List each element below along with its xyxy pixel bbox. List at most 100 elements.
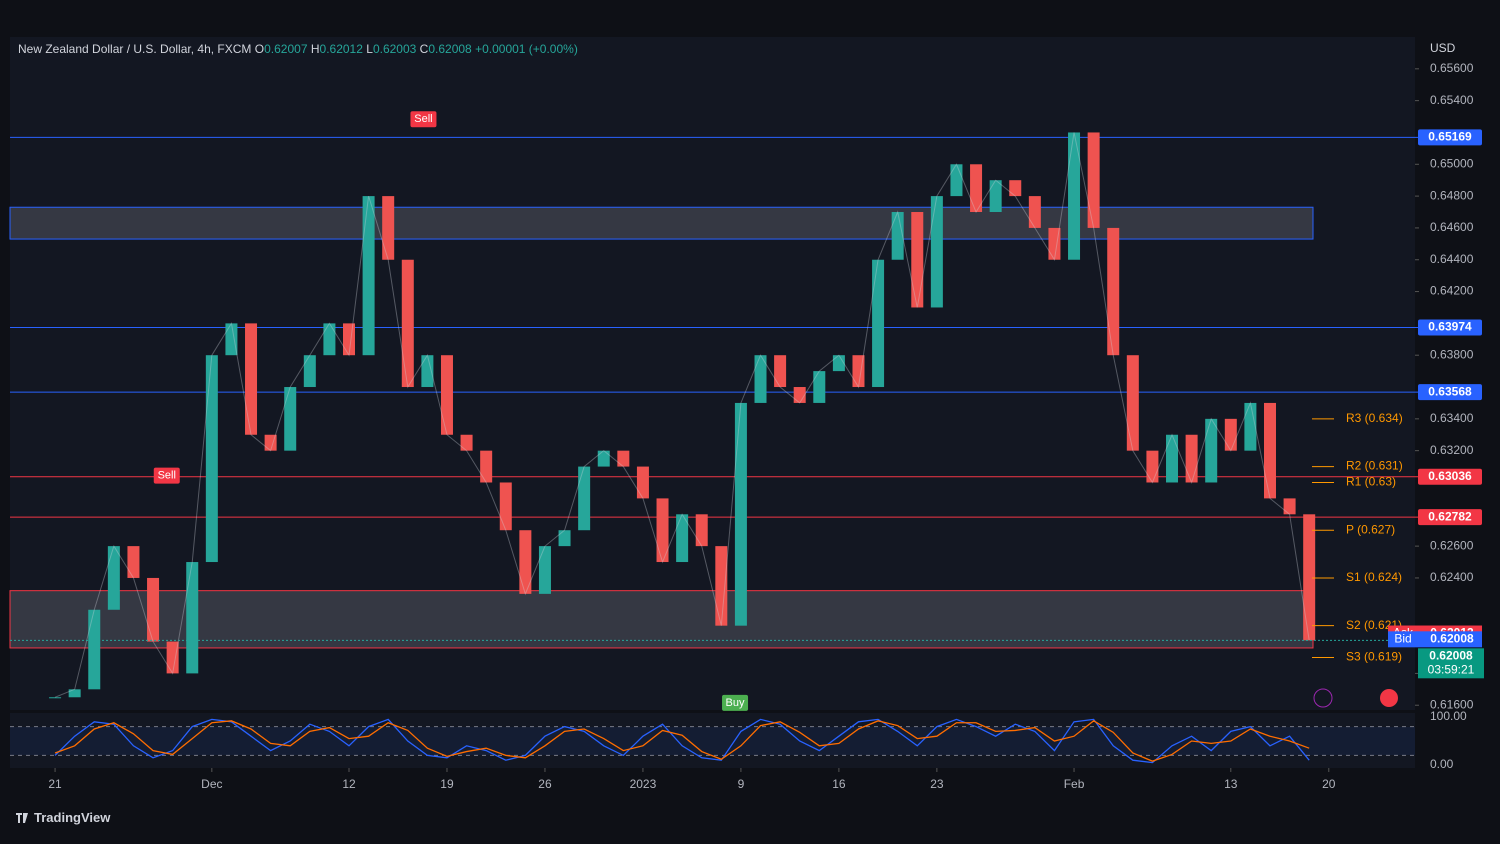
price-tag-label: 0.65169 [1428,130,1472,144]
x-tick-label: 16 [832,777,846,791]
y-tick-label: 0.63400 [1430,411,1474,425]
candle [1068,132,1081,260]
price-tag [1418,384,1482,401]
h-label: H [310,42,320,56]
candle [49,697,62,699]
price-tag-label: 0.63974 [1428,320,1472,334]
candle [1263,402,1276,499]
close-line [54,132,1310,698]
y-tick-label: 0.64200 [1430,284,1474,298]
y-tick-label: 0.64600 [1430,220,1474,234]
price-tag [1418,509,1482,526]
candle [1107,227,1120,356]
candle [440,355,453,435]
candle [597,450,610,467]
candle [303,355,316,388]
candle [166,641,179,674]
candle [970,164,983,213]
candle [323,323,336,356]
signal-label: Buy [726,697,745,709]
candle [1224,418,1237,451]
icon-alert[interactable] [1313,688,1333,708]
osc-line [54,718,1310,764]
x-tick-label: 21 [48,777,62,791]
legend-header: New Zealand Dollar / U.S. Dollar, 4h, FX… [18,42,578,56]
candle [1205,418,1218,483]
candle [734,402,747,626]
candle [1028,196,1041,228]
candle [127,546,140,578]
candle [754,355,767,403]
candle [793,387,806,403]
x-tick-label: Feb [1064,777,1085,791]
brand: TradingView [34,810,111,825]
candle [676,514,689,563]
c-label: C [419,42,429,56]
x-tick-label: 9 [738,777,745,791]
last-tag [1418,648,1484,679]
candle [930,196,943,308]
osc-line [54,720,1310,762]
osc-band [10,727,1415,755]
candle [891,212,904,260]
x-tick-label: Dec [201,777,222,791]
o-label: O [254,42,265,56]
candle [911,212,924,308]
candle [1303,514,1316,641]
bid-label: Bid [1394,631,1411,645]
candle [832,355,845,372]
candle [264,434,277,451]
x-tick-label: 13 [1224,777,1238,791]
osc-tick-label: 100.00 [1430,709,1467,723]
x-tick-label: 26 [538,777,552,791]
y-tick-label: 0.64400 [1430,252,1474,266]
signal-label: Sell [414,113,432,125]
candle [774,355,787,388]
candle [1087,132,1100,228]
candle [1244,402,1257,451]
candle [519,530,532,594]
candle [1009,180,1022,197]
y-tick-label: 0.62400 [1430,570,1474,584]
candle [1166,434,1179,483]
y-tick-label: 0.61600 [1430,697,1474,711]
plot-bg [10,37,1415,710]
candle [813,371,826,403]
candle [950,164,963,197]
y-tick-label: 0.65400 [1430,93,1474,107]
candle [284,387,297,451]
x-tick-label: 19 [440,777,454,791]
price-tag-label: 0.62782 [1428,509,1472,523]
symbol: New Zealand Dollar / U.S. Dollar, 4h, FX… [18,42,252,56]
candle [1283,498,1296,515]
candle [88,609,101,690]
x-tick-label: 23 [930,777,944,791]
candle [715,546,728,626]
candle [989,180,1002,213]
candle [1146,450,1159,483]
pivot-label: R3 (0.634) [1346,411,1403,425]
candle [68,689,81,698]
pivot-label: R2 (0.631) [1346,459,1403,473]
price-tag-label: 0.63568 [1428,384,1472,398]
l-label: L [366,42,373,56]
icon-flag[interactable] [1380,689,1398,707]
y-tick-label: 0.64800 [1430,188,1474,202]
candle [578,466,591,531]
pivot-label: P (0.627) [1346,522,1395,536]
price-tag [1418,468,1482,485]
y-tick-label: 0.65000 [1430,156,1474,170]
price-tag [1418,129,1482,146]
countdown: 03:59:21 [1428,662,1475,676]
x-tick-label: 20 [1322,777,1336,791]
y-tick-label: 0.63800 [1430,347,1474,361]
candle [107,546,120,610]
change: +0.00001 (+0.00%) [475,42,578,56]
candle [245,323,258,435]
candle [382,196,395,260]
candle [538,546,551,594]
osc-tick-label: 0.00 [1430,757,1454,771]
price-tag-label: 0.63036 [1428,469,1472,483]
signal-box [722,694,749,711]
